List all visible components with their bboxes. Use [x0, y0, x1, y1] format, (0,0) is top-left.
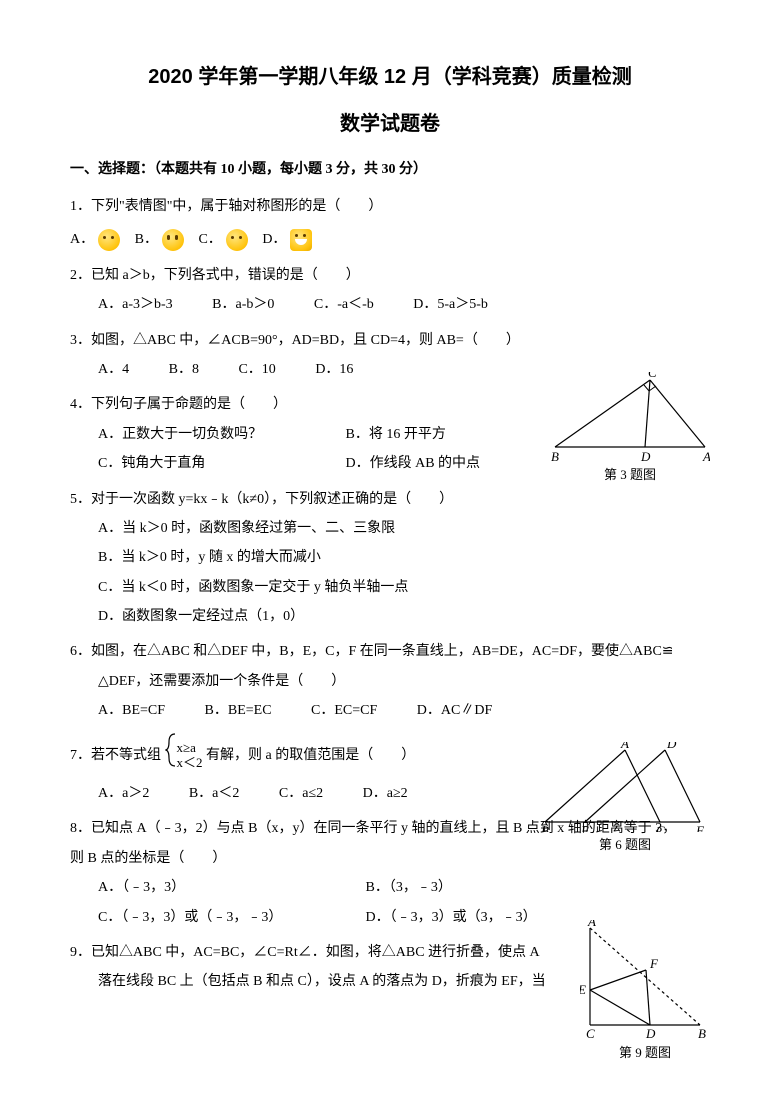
- brace-icon: [165, 732, 177, 779]
- question-5: 5．对于一次函数 y=kx﹣k（k≠0），下列叙述正确的是（ ） A．当 k＞0…: [70, 485, 710, 632]
- q2-optC: C．-a＜-b: [314, 290, 374, 319]
- q3-stem: 3．如图，△ABC 中，∠ACB=90°，AD=BD，且 CD=4，则 AB=（…: [70, 326, 710, 355]
- q2-optB: B．a-b＞0: [212, 290, 274, 319]
- svg-text:B: B: [541, 823, 549, 832]
- svg-text:E: E: [580, 982, 586, 997]
- q5-stem: 5．对于一次函数 y=kx﹣k（k≠0），下列叙述正确的是（ ）: [70, 485, 710, 514]
- svg-text:F: F: [649, 956, 659, 971]
- q1-stem: 1．下列"表情图"中，属于轴对称图形的是（ ）: [70, 192, 710, 221]
- figure-q6: B E C F A D 第 6 题图: [540, 742, 710, 853]
- svg-text:A: A: [702, 449, 710, 462]
- q7-optD: D．a≥2: [363, 779, 408, 808]
- svg-text:B: B: [551, 449, 559, 462]
- q5-optD: D．函数图象一定经过点（1，0）: [70, 602, 710, 631]
- q6-stem2: △DEF，还需要添加一个条件是（ ）: [70, 667, 710, 696]
- question-6: 6．如图，在△ABC 和△DEF 中，B，E，C，F 在同一条直线上，AB=DE…: [70, 637, 710, 725]
- emoji-face-4: [290, 229, 312, 251]
- q1-optD-label: D．: [262, 232, 286, 247]
- section-header: 一、选择题：（本题共有 10 小题，每小题 3 分，共 30 分）: [70, 158, 710, 178]
- q2-options: A．a-3＞b-3 B．a-b＞0 C．-a＜-b D．5-a＞5-b: [70, 290, 710, 319]
- svg-text:C: C: [586, 1026, 595, 1040]
- page-title: 2020 学年第一学期八年级 12 月（学科竞赛）质量检测: [70, 60, 710, 89]
- triangle-q9-svg: A E C D B F: [580, 920, 710, 1040]
- q7-optA: A．a＞2: [98, 779, 149, 808]
- q4-optC: C．钝角大于直角: [98, 449, 318, 478]
- q2-optD: D．5-a＞5-b: [413, 290, 488, 319]
- svg-text:C: C: [648, 372, 657, 380]
- exam-page: 2020 学年第一学期八年级 12 月（学科竞赛）质量检测 数学试题卷 一、选择…: [0, 0, 780, 1103]
- svg-text:D: D: [640, 449, 651, 462]
- q4-optB: B．将 16 开平方: [346, 420, 446, 449]
- question-2: 2．已知 a＞b，下列各式中，错误的是（ ） A．a-3＞b-3 B．a-b＞0…: [70, 261, 710, 320]
- page-subtitle: 数学试题卷: [70, 107, 710, 136]
- q1-optC-label: C．: [198, 232, 221, 247]
- q6-options: A．BE=CF B．BE=EC C．EC=CF D．AC∥DF: [70, 696, 710, 725]
- q6-stem: 6．如图，在△ABC 和△DEF 中，B，E，C，F 在同一条直线上，AB=DE…: [70, 637, 710, 666]
- svg-text:E: E: [580, 823, 589, 832]
- q1-optA-label: A．: [70, 232, 94, 247]
- emoji-face-3: [226, 229, 248, 251]
- q8-optB: B．（3，﹣3）: [366, 873, 452, 902]
- figure-q3: B D A C 第 3 题图: [550, 372, 710, 483]
- q5-optA: A．当 k＞0 时，函数图象经过第一、二、三象限: [70, 514, 710, 543]
- fig6-caption: 第 6 题图: [540, 834, 710, 853]
- q6-optA: A．BE=CF: [98, 696, 165, 725]
- q4-optA: A．正数大于一切负数吗？: [98, 420, 318, 449]
- q7-stem-post: 有解，则 a 的取值范围是（ ）: [206, 748, 415, 763]
- triangle-q3-svg: B D A C: [550, 372, 710, 462]
- q5-optB: B．当 k＞0 时，y 随 x 的增大而减小: [70, 543, 710, 572]
- q2-optA: A．a-3＞b-3: [98, 290, 173, 319]
- svg-text:D: D: [645, 1026, 656, 1040]
- q3-optB: B．8: [169, 355, 199, 384]
- q7-stem-pre: 7．若不等式组: [70, 748, 161, 763]
- q6-optD: D．AC∥DF: [417, 696, 492, 725]
- fig3-caption: 第 3 题图: [550, 464, 710, 483]
- svg-text:A: A: [620, 742, 629, 751]
- svg-text:A: A: [587, 920, 596, 929]
- question-1: 1．下列"表情图"中，属于轴对称图形的是（ ） A． B． C． D．: [70, 192, 710, 255]
- q8-options-row1: A．（﹣3，3） B．（3，﹣3）: [70, 873, 710, 902]
- svg-text:C: C: [656, 823, 665, 832]
- q8-optD: D．（﹣3，3）或（3，﹣3）: [366, 903, 537, 932]
- q3-optD: D．16: [315, 355, 353, 384]
- q5-optC: C．当 k＜0 时，函数图象一定交于 y 轴负半轴一点: [70, 573, 710, 602]
- figure-q9: A E C D B F 第 9 题图: [580, 920, 710, 1061]
- triangles-q6-svg: B E C F A D: [540, 742, 710, 832]
- q8-optC: C．（﹣3，3）或（﹣3，﹣3）: [98, 903, 338, 932]
- q7-cond2: x＜2: [177, 755, 203, 770]
- q1-optB-label: B．: [135, 232, 158, 247]
- q6-optC: C．EC=CF: [311, 696, 377, 725]
- fig9-caption: 第 9 题图: [580, 1042, 710, 1061]
- emoji-face-2: [162, 229, 184, 251]
- q4-optD: D．作线段 AB 的中点: [346, 449, 481, 478]
- q6-optB: B．BE=EC: [205, 696, 272, 725]
- svg-text:F: F: [695, 823, 705, 832]
- q7-optC: C．a≤2: [279, 779, 323, 808]
- q3-optA: A．4: [98, 355, 129, 384]
- svg-text:D: D: [666, 742, 677, 751]
- q8-optA: A．（﹣3，3）: [98, 873, 338, 902]
- q3-optC: C．10: [238, 355, 275, 384]
- q7-optB: B．a＜2: [189, 779, 240, 808]
- svg-text:B: B: [698, 1026, 706, 1040]
- emoji-face-1: [98, 229, 120, 251]
- q2-stem: 2．已知 a＞b，下列各式中，错误的是（ ）: [70, 261, 710, 290]
- q7-cond1: x≥a: [177, 740, 196, 755]
